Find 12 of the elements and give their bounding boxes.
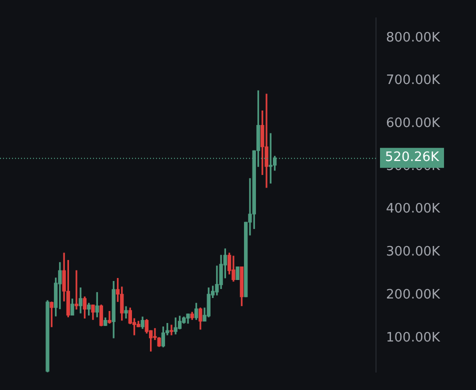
y-tick-label: 100.00K: [386, 330, 440, 346]
candlestick: [108, 311, 112, 324]
y-tick-label: 400.00K: [386, 202, 440, 217]
ref-line-label: 520.26K: [385, 150, 440, 166]
y-tick-label: 200.00K: [386, 287, 440, 302]
candlestick: [170, 324, 174, 336]
y-tick-label: 800.00K: [386, 30, 440, 46]
y-tick-label: 600.00K: [386, 116, 440, 132]
y-tick-label: 300.00K: [386, 244, 440, 260]
y-tick-label: 700.00K: [386, 73, 440, 88]
candlestick: [264, 94, 268, 188]
candlestick: [74, 270, 78, 310]
